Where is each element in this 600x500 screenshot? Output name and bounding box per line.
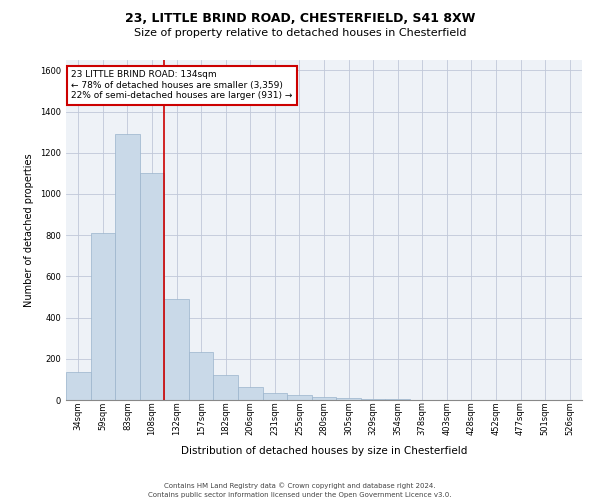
Bar (66, 372, 91, 400)
Y-axis label: Number of detached properties: Number of detached properties (25, 153, 34, 307)
Bar (312, 397, 336, 400)
Bar (263, 393, 287, 400)
Bar (189, 352, 214, 400)
Text: 23, LITTLE BRIND ROAD, CHESTERFIELD, S41 8XW: 23, LITTLE BRIND ROAD, CHESTERFIELD, S41… (125, 12, 475, 26)
Bar (361, 399, 385, 400)
Bar (164, 299, 189, 400)
Bar (287, 396, 312, 400)
Text: Size of property relative to detached houses in Chesterfield: Size of property relative to detached ho… (134, 28, 466, 38)
Bar (115, 134, 140, 400)
Bar (238, 386, 263, 400)
Bar (91, 233, 115, 400)
Text: 23 LITTLE BRIND ROAD: 134sqm
← 78% of detached houses are smaller (3,359)
22% of: 23 LITTLE BRIND ROAD: 134sqm ← 78% of de… (71, 70, 293, 100)
Bar (140, 174, 164, 400)
Bar (214, 376, 238, 400)
Bar (336, 398, 361, 400)
Text: Contains HM Land Registry data © Crown copyright and database right 2024.
Contai: Contains HM Land Registry data © Crown c… (148, 482, 452, 498)
X-axis label: Distribution of detached houses by size in Chesterfield: Distribution of detached houses by size … (181, 446, 467, 456)
